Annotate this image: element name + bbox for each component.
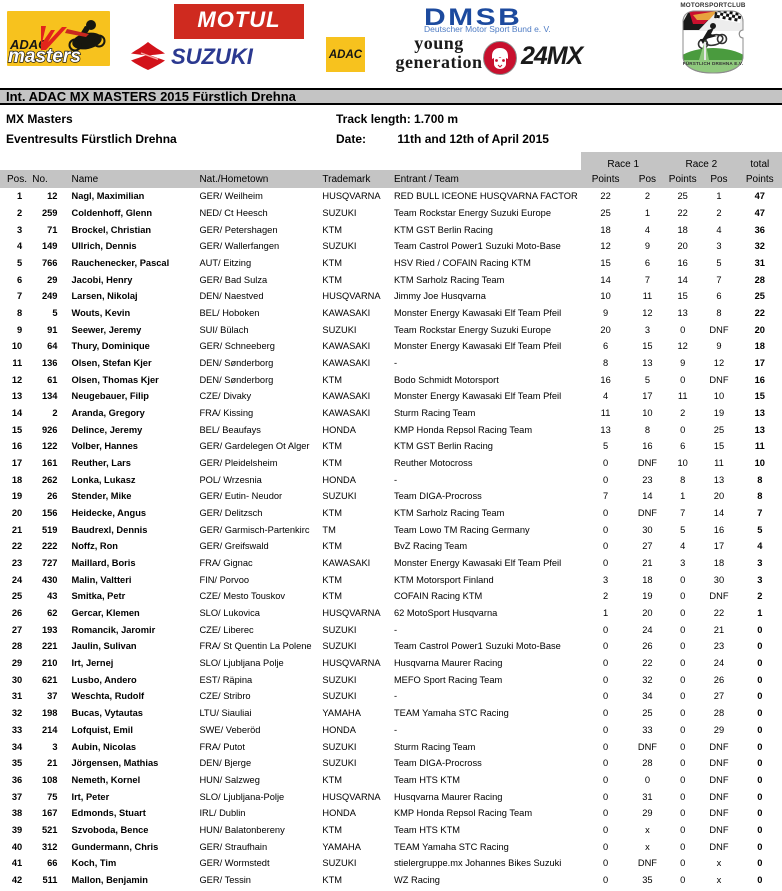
svg-text:SUZUKI: SUZUKI (171, 44, 254, 69)
svg-text:masters: masters (8, 46, 81, 66)
